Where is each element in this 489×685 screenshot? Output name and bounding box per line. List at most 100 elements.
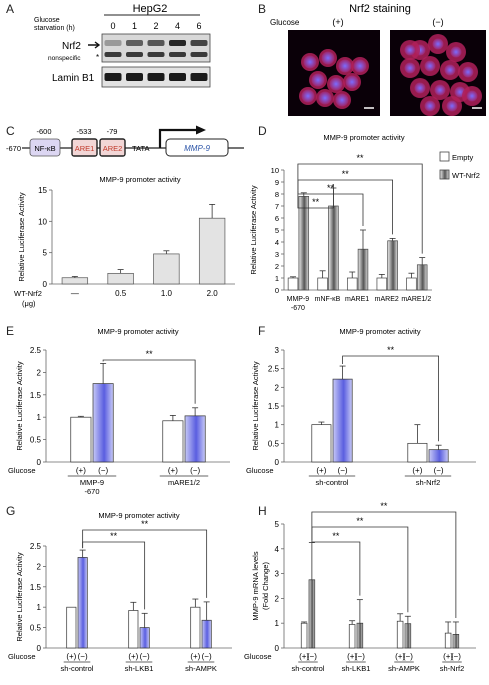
position-label-are1: -533 [76, 127, 91, 136]
bar-glucose-minus [92, 383, 114, 463]
y-tick-label: 4 [275, 545, 280, 554]
legend-label-empty: Empty [452, 153, 474, 162]
condition-label-minus: (−) [98, 466, 108, 475]
row-label-glucose: Glucose [244, 652, 272, 661]
cell-line-label: HepG2 [133, 3, 168, 15]
lamin-row-label: Lamin B1 [52, 73, 95, 84]
y-tick-label: 0.5 [268, 439, 280, 448]
significance-bracket [82, 529, 208, 598]
chart-f-sh-nrf2: MMP-9 promoter activity 0 0.5 1 1.5 2 2.5 3 Rela… [246, 327, 476, 487]
bar-glucose-plus [407, 442, 428, 463]
timepoint-label: 4 [175, 21, 180, 31]
cell-plus-nucleus [318, 91, 332, 105]
significance-label: ** [312, 197, 320, 207]
bar-glucose-minus [139, 627, 150, 649]
y-tick-label: 10 [38, 217, 47, 226]
y-tick-label: 4 [275, 238, 279, 247]
condition-label-plus: (+) [190, 652, 200, 661]
bar-glucose-minus [356, 622, 364, 649]
y-tick-label: 2 [37, 562, 42, 571]
significance-label: ** [357, 153, 365, 163]
x-tick-label: mARE2 [375, 296, 399, 303]
nfkb-element-label: NF-κB [34, 144, 55, 153]
nrf2-band [190, 40, 208, 46]
condition-label-plus: (+) [443, 652, 453, 661]
condition-label-plus: (+) [66, 652, 76, 661]
transcription-start-arrowhead-icon [196, 125, 206, 135]
y-tick-label: 0.5 [30, 436, 42, 445]
bar-glucose-plus [162, 420, 184, 463]
y-tick-label: 1 [37, 413, 42, 422]
nrf2-blot-strip [101, 33, 211, 63]
cell-minus-nucleus [404, 62, 416, 74]
nrf2-arrow-icon [88, 41, 101, 49]
y-tick-label: 1.5 [30, 391, 42, 400]
bar-empty [317, 277, 328, 291]
chart-c-nrf2-dose: MMP-9 promoter activity 0 5 10 15 Relative Lu… [14, 175, 235, 308]
chart-d-mutant-promoters: MMP-9 promoter activity 0 1 2 3 4 5 6 7 8 9 10 Relat… [249, 133, 480, 312]
condition-label-minus: (−) [307, 652, 317, 661]
condition-label-minus: (−) [451, 652, 461, 661]
group-label: -670 [84, 487, 99, 496]
chart-title: MMP-9 promoter activity [339, 327, 421, 336]
nfkb-element [29, 138, 61, 157]
bar-glucose-minus [184, 415, 206, 463]
condition-label-minus: (−) [338, 466, 348, 475]
nonspecific-band [126, 52, 143, 57]
panel-letter-h: H [258, 504, 267, 518]
nonspecific-asterisk: * [96, 53, 99, 62]
cell-minus-nucleus [466, 90, 478, 102]
y-tick-label: 2 [275, 594, 280, 603]
y-tick-label: 3 [275, 250, 279, 259]
are2-element-label: ARE2 [103, 144, 123, 153]
bar-glucose-minus [77, 557, 88, 649]
cell-minus-nucleus [432, 38, 444, 50]
bar-glucose-plus [70, 416, 92, 463]
cell-minus-nucleus [404, 44, 416, 56]
bar-glucose-minus [308, 579, 316, 649]
nrf2-row-label: Nrf2 [62, 41, 81, 52]
significance-label: ** [356, 516, 364, 526]
significance-bracket [297, 179, 393, 235]
cell-plus-nucleus [303, 55, 317, 69]
y-tick-label: 3 [275, 570, 280, 579]
bar-glucose-plus [396, 620, 404, 649]
y-tick-label: 10 [271, 166, 279, 175]
significance-label: ** [327, 183, 335, 193]
nonspecific-band [190, 52, 208, 57]
cell-minus-nucleus [462, 66, 474, 78]
y-tick-label: 0 [275, 644, 280, 653]
bar-glucose-plus [348, 624, 356, 649]
bar [107, 272, 134, 285]
significance-label: ** [387, 345, 395, 355]
cell-minus-nucleus [414, 82, 426, 94]
y-tick-label: 1 [275, 274, 279, 283]
promoter-start-label: -670 [6, 144, 21, 153]
condition-label-plus: (+) [395, 652, 405, 661]
y-tick-label: 1 [275, 619, 280, 628]
y-tick-label: 2 [275, 262, 279, 271]
x-tick-label: — [71, 289, 79, 298]
x-tick-label: 0.5 [115, 289, 127, 298]
panel-b-staining: Nrf2 staining Glucose (+) (−) [270, 3, 486, 116]
staining-plus-label: (+) [332, 17, 343, 27]
x-axis-label: WT-Nrf2 [14, 289, 42, 298]
significance-bracket [342, 355, 439, 442]
cell-minus-nucleus [424, 60, 436, 72]
y-tick-label: 2 [275, 383, 280, 392]
significance-label: ** [342, 169, 350, 179]
condition-label-minus: (−) [202, 652, 212, 661]
lamin-band [147, 73, 165, 81]
nonspecific-band [147, 52, 165, 57]
legend-swatch-wt-nrf2 [439, 169, 450, 180]
bar-wt-nrf2 [387, 240, 398, 291]
x-tick-label: -670 [291, 305, 305, 312]
position-label-are2: -79 [107, 127, 118, 136]
y-tick-label: 2.5 [30, 346, 42, 355]
condition-label-minus: (−) [403, 652, 413, 661]
timepoint-label: 2 [153, 21, 158, 31]
panel-letter-a: A [6, 2, 15, 16]
row-label-glucose: Glucose [8, 466, 36, 475]
y-tick-label: 9 [275, 178, 279, 187]
